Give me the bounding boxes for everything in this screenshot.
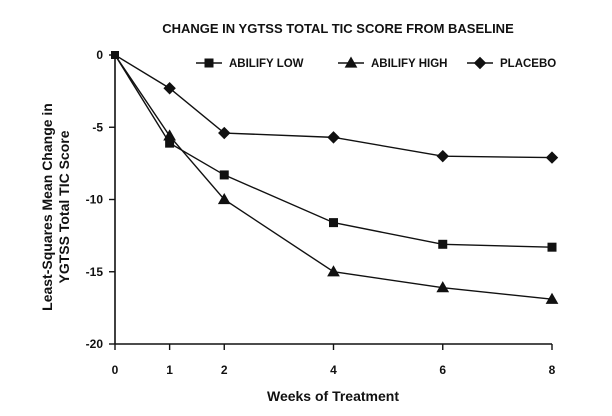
x-tick-label: 6 [439,363,446,377]
y-tick-label: -20 [86,337,104,351]
legend: ABILIFY LOW ABILIFY HIGH PLACEBO [196,56,556,70]
x-tick-label: 4 [330,363,337,377]
legend-label: ABILIFY LOW [229,58,304,70]
data-point-abilify-high [327,265,340,277]
y-tick-label: -10 [86,193,104,207]
series-abilify-low [114,54,557,252]
x-tick-label: 0 [112,363,119,377]
legend-marker-placebo [473,56,487,70]
legend-item-abilify-low: ABILIFY LOW [196,58,304,70]
legend-item-placebo: PLACEBO [467,56,556,70]
x-tick-label: 8 [549,363,556,377]
data-point-placebo [218,126,231,140]
legend-item-abilify-high: ABILIFY HIGH [338,56,447,70]
data-point-placebo [545,151,559,164]
series-abilify-high [114,54,559,304]
data-point-abilify-high [545,292,559,304]
series-line-abilify-high [114,54,553,300]
y-axis-title: Least-Squares Mean Change in YGTSS Total… [39,103,72,311]
data-point-placebo [436,149,449,163]
series-placebo [114,54,559,164]
x-tick-label: 1 [166,363,173,377]
y-tick-label: -5 [92,120,103,134]
data-point-abilify-high [436,281,450,293]
data-point-abilify-low [438,239,448,249]
data-point-abilify-low [547,242,557,252]
data-point-placebo [163,82,176,95]
y-axis-title-line-2: YGTSS Total TIC Score [56,130,72,283]
chart-title: CHANGE IN YGTSS TOTAL TIC SCORE FROM BAS… [162,21,514,36]
data-point-abilify-high [163,129,176,141]
y-tick-label: -15 [86,265,104,279]
series-layer [111,51,559,304]
axes: 0 -5 -10 -15 -20 0 1 2 4 6 8 [86,48,556,377]
x-axis-title: Weeks of Treatment [267,388,399,404]
series-line-placebo [114,54,553,159]
data-point-origin [111,51,119,59]
legend-marker-abilify-high [344,56,358,68]
y-axis-title-line-1: Least-Squares Mean Change in [39,103,55,311]
legend-label: PLACEBO [500,58,556,70]
series-line-abilify-low [114,54,553,248]
data-point-abilify-high [217,192,231,205]
data-point-placebo [327,131,340,144]
legend-marker-abilify-low [204,58,214,68]
data-point-abilify-low [219,170,229,180]
data-point-abilify-low [329,218,338,228]
y-tick-label: 0 [96,48,103,62]
x-tick-label: 2 [221,363,228,377]
legend-label: ABILIFY HIGH [371,58,447,70]
